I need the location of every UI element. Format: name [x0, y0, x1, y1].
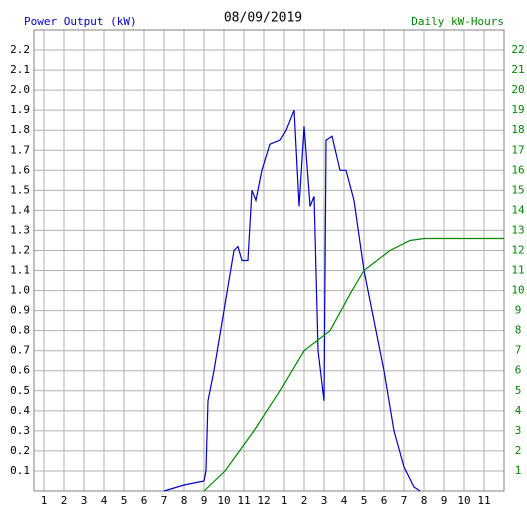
y2-tick-label: 6: [515, 364, 522, 377]
y2-tick-label: 22: [511, 43, 524, 56]
y2-tick-label: 5: [515, 384, 522, 397]
x-tick-label: 4: [341, 494, 348, 507]
x-tick-label: 10: [217, 494, 230, 507]
x-tick-label: 6: [381, 494, 388, 507]
y-tick-label: 0.6: [10, 364, 30, 377]
x-tick-label: 2: [61, 494, 68, 507]
y2-tick-label: 14: [511, 203, 525, 216]
y-tick-label: 2.2: [10, 43, 30, 56]
y2-tick-label: 15: [511, 183, 524, 196]
y2-tick-label: 20: [511, 83, 524, 96]
y2-tick-label: 18: [511, 123, 524, 136]
y-tick-label: 0.7: [10, 344, 30, 357]
x-tick-label: 6: [141, 494, 148, 507]
line-series: [163, 109, 421, 492]
x-tick-label: 11: [477, 494, 490, 507]
y2-tick-label: 21: [511, 63, 524, 76]
x-tick-label: 1: [41, 494, 48, 507]
line-series: [203, 237, 504, 492]
y2-tick-label: 19: [511, 103, 524, 116]
y-tick-label: 0.1: [10, 464, 30, 477]
y2-tick-label: 11: [511, 264, 524, 277]
x-tick-label: 3: [81, 494, 88, 507]
y2-tick-label: 10: [511, 284, 524, 297]
y-tick-label: 0.2: [10, 444, 30, 457]
y-tick-label: 2.1: [10, 63, 30, 76]
y-tick-label: 1.7: [10, 143, 30, 156]
y2-tick-label: 8: [515, 324, 522, 337]
plot-border: [33, 29, 505, 492]
y2-tick-label: 4: [515, 404, 522, 417]
y-tick-label: 1.2: [10, 243, 30, 256]
y-tick-label: 1.1: [10, 264, 30, 277]
x-tick-label: 7: [161, 494, 168, 507]
x-tick-label: 3: [321, 494, 328, 507]
y-tick-label: 0.3: [10, 424, 30, 437]
y-tick-label: 1.0: [10, 284, 30, 297]
x-tick-label: 7: [401, 494, 408, 507]
y2-tick-label: 3: [515, 424, 522, 437]
x-tick-label: 8: [181, 494, 188, 507]
y2-tick-label: 12: [511, 243, 524, 256]
y2-axis-label: Daily kW-Hours: [411, 15, 504, 28]
y2-tick-label: 17: [511, 143, 524, 156]
x-tick-label: 11: [237, 494, 250, 507]
chart-title: 08/09/2019: [224, 11, 302, 26]
y-tick-label: 0.9: [10, 304, 30, 317]
x-tick-label: 9: [441, 494, 448, 507]
y-tick-label: 0.5: [10, 384, 30, 397]
y-tick-label: 1.8: [10, 123, 30, 136]
y2-tick-label: 2: [515, 444, 522, 457]
y-tick-label: 0.8: [10, 324, 30, 337]
x-tick-label: 4: [101, 494, 108, 507]
y2-tick-label: 16: [511, 163, 524, 176]
x-tick-label: 1: [281, 494, 288, 507]
y-axis-label: Power Output (kW): [24, 15, 137, 28]
y-tick-label: 2.0: [10, 83, 30, 96]
y-tick-label: 1.9: [10, 103, 30, 116]
y2-tick-label: 1: [515, 464, 522, 477]
x-tick-label: 5: [121, 494, 128, 507]
x-tick-label: 5: [361, 494, 368, 507]
y-tick-label: 1.6: [10, 163, 30, 176]
y-tick-label: 1.3: [10, 223, 30, 236]
y-tick-label: 0.4: [10, 404, 30, 417]
x-tick-label: 9: [201, 494, 208, 507]
y2-tick-label: 13: [511, 223, 524, 236]
y-tick-label: 1.5: [10, 183, 30, 196]
x-tick-label: 2: [301, 494, 308, 507]
y2-tick-label: 9: [515, 304, 522, 317]
x-tick-label: 10: [457, 494, 470, 507]
x-tick-label: 8: [421, 494, 428, 507]
y2-tick-label: 7: [515, 344, 522, 357]
x-tick-label: 12: [257, 494, 270, 507]
y-tick-label: 1.4: [10, 203, 30, 216]
